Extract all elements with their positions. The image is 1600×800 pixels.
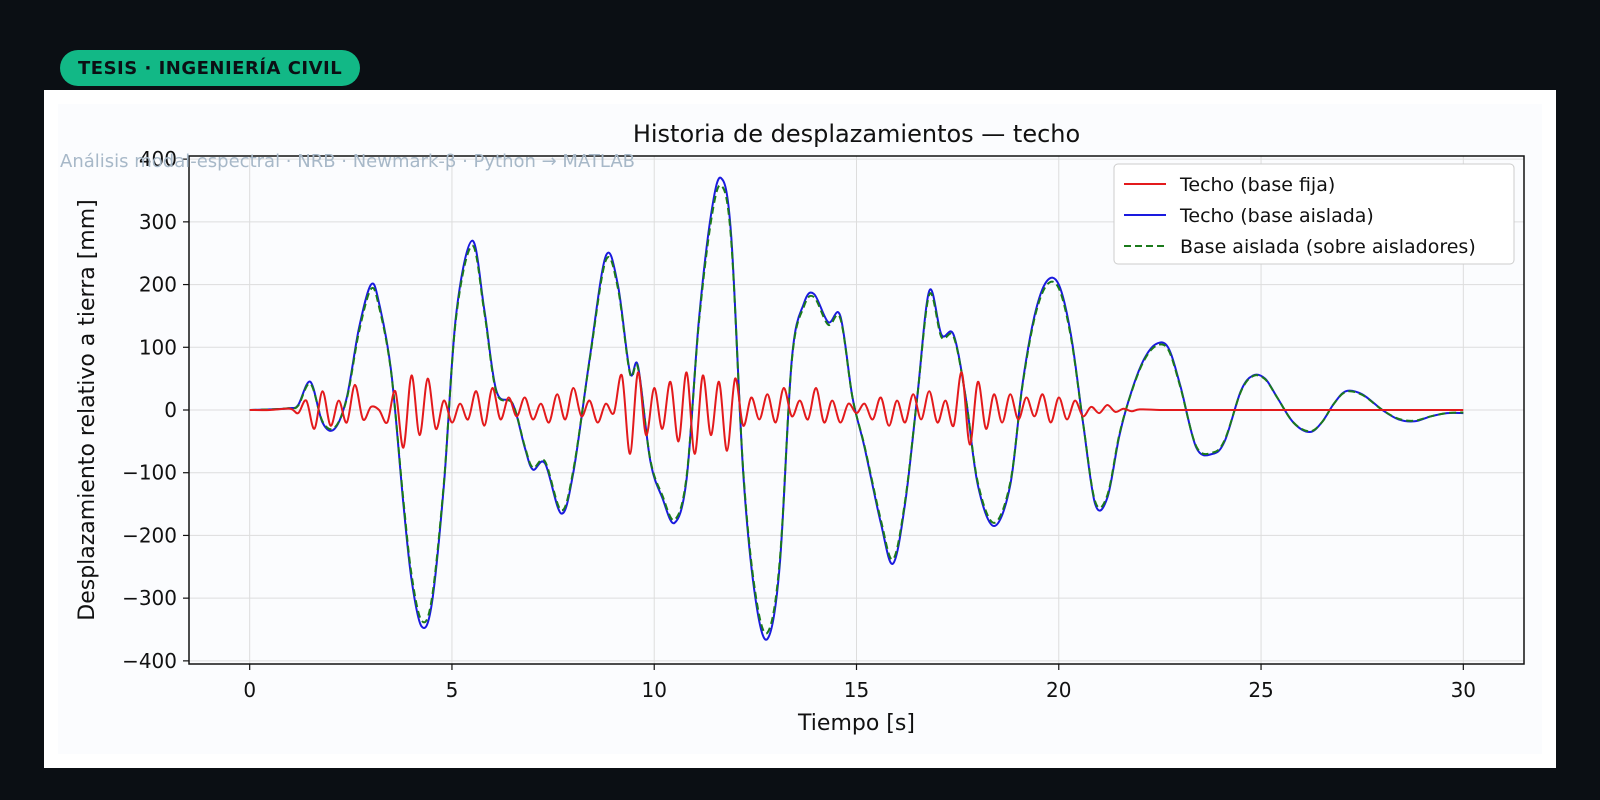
legend-box (1113, 163, 1515, 265)
x-tick-label: 0 (243, 678, 256, 702)
legend-entry: Techo (base fija) (1179, 174, 1335, 196)
y-tick-label: −400 (122, 649, 177, 673)
x-tick-label: 20 (1046, 678, 1071, 702)
legend-entry: Base aislada (sobre aisladores) (1180, 236, 1476, 258)
y-tick-label: 200 (139, 273, 177, 297)
series-line-0 (249, 371, 1464, 455)
badge-label: TESIS · INGENIERÍA CIVIL (78, 57, 343, 79)
y-tick-label: 400 (139, 147, 177, 171)
y-tick-label: −100 (122, 461, 177, 485)
y-tick-label: 300 (139, 210, 177, 234)
y-tick-label: 100 (139, 335, 177, 359)
ticks: 0 5 10 15 20 25 30 −400 −300 −200 −100 0 100 200 300 40… (122, 147, 1476, 702)
y-tick-label: −300 (122, 586, 177, 610)
x-tick-label: 5 (446, 678, 459, 702)
x-tick-label: 15 (844, 678, 869, 702)
x-tick-label: 30 (1451, 678, 1476, 702)
thesis-badge: TESIS · INGENIERÍA CIVIL (60, 50, 361, 86)
series-line-2 (249, 184, 1464, 635)
grid (189, 156, 1524, 664)
subtitle: Análisis modal-espectral · NRB · Newmark… (60, 151, 635, 172)
chart-title: Historia de desplazamientos — techo (633, 120, 1080, 148)
x-axis-label: Tiempo [s] (797, 711, 915, 736)
legend-entry: Techo (base aislada) (1179, 205, 1374, 227)
y-tick-label: −200 (122, 523, 177, 547)
x-tick-label: 10 (642, 678, 667, 702)
series-line-1 (249, 176, 1464, 641)
y-axis-label: Desplazamiento relativo a tierra [mm] (75, 199, 100, 620)
y-tick-label: 0 (164, 398, 177, 422)
x-tick-label: 25 (1248, 678, 1273, 702)
legend: Techo (base fija) Techo (base aislada) Bas… (1113, 163, 1515, 265)
series-layer (249, 176, 1464, 641)
